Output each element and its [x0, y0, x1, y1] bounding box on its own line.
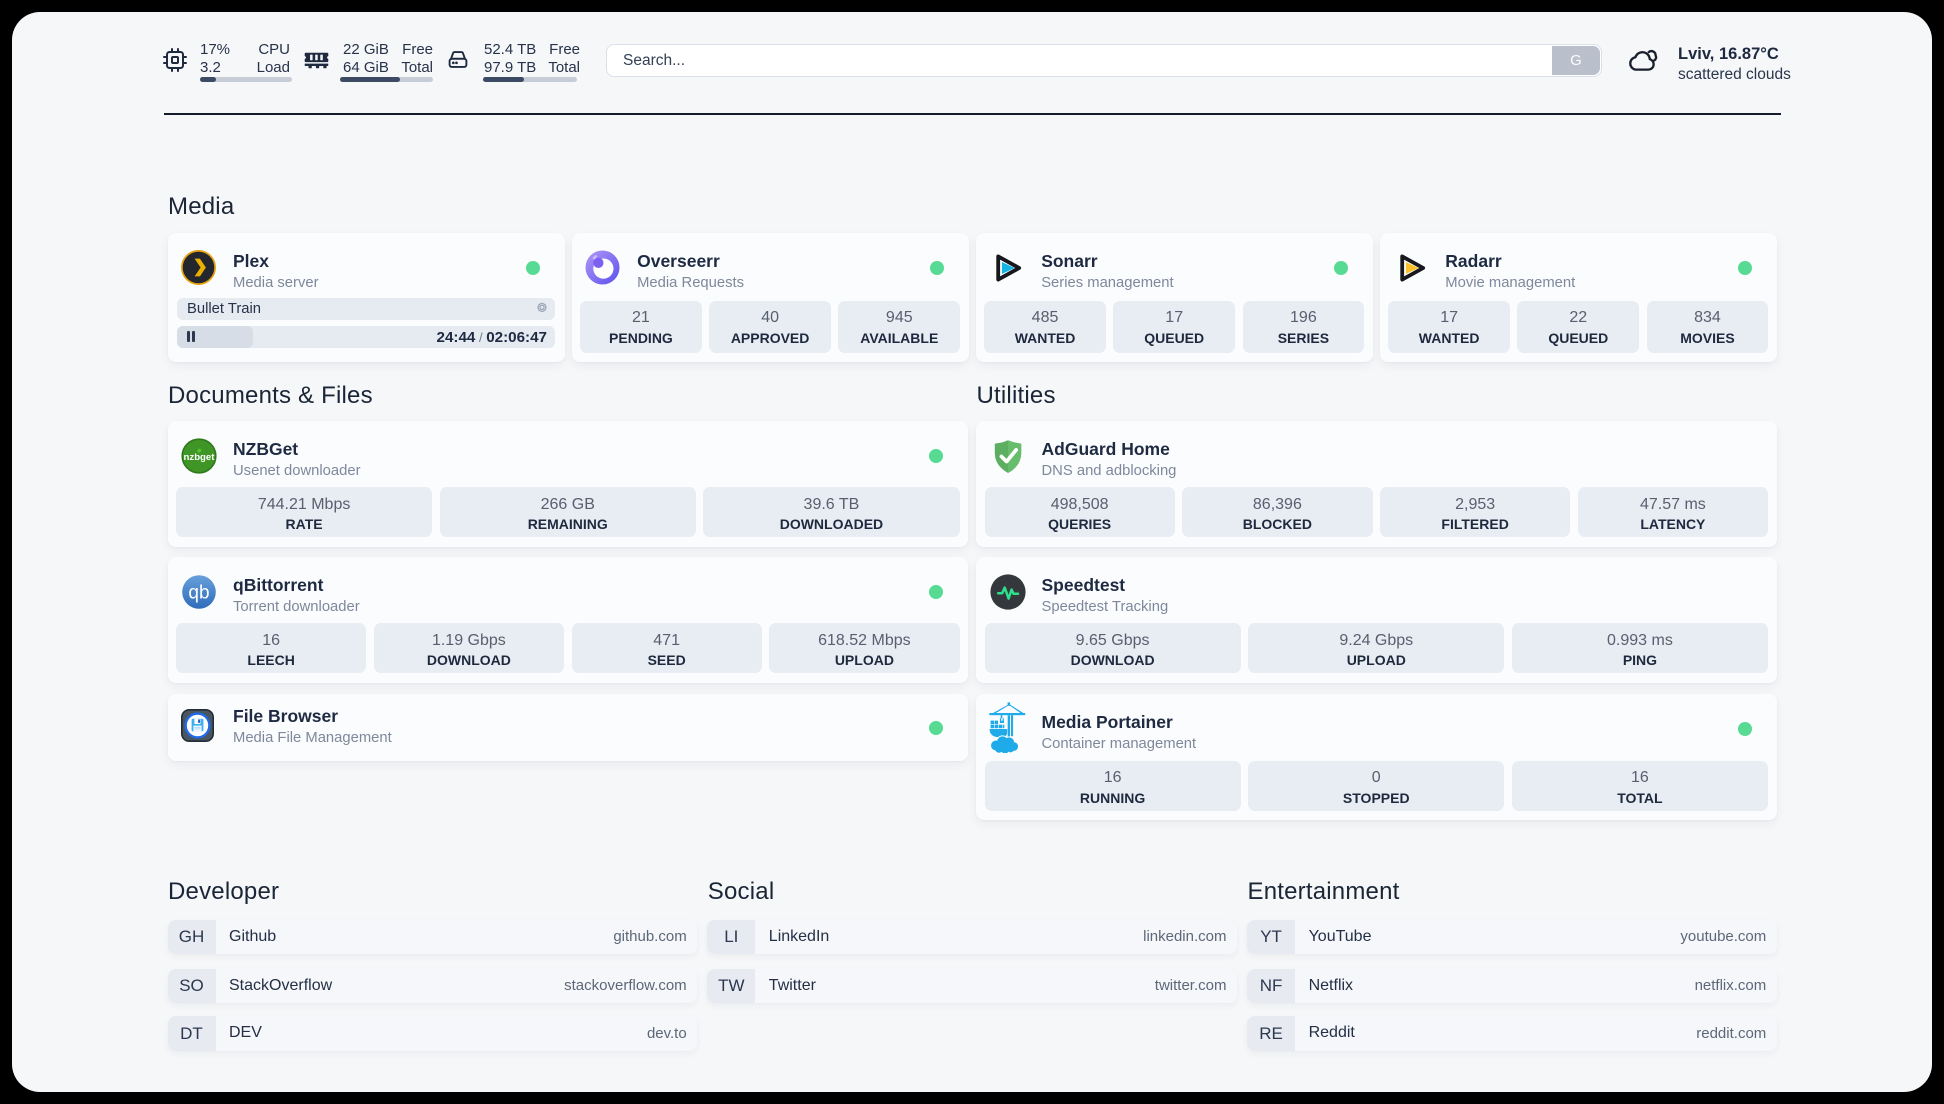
svg-text:nzbget: nzbget	[184, 452, 216, 463]
svg-text:qb: qb	[188, 582, 209, 603]
